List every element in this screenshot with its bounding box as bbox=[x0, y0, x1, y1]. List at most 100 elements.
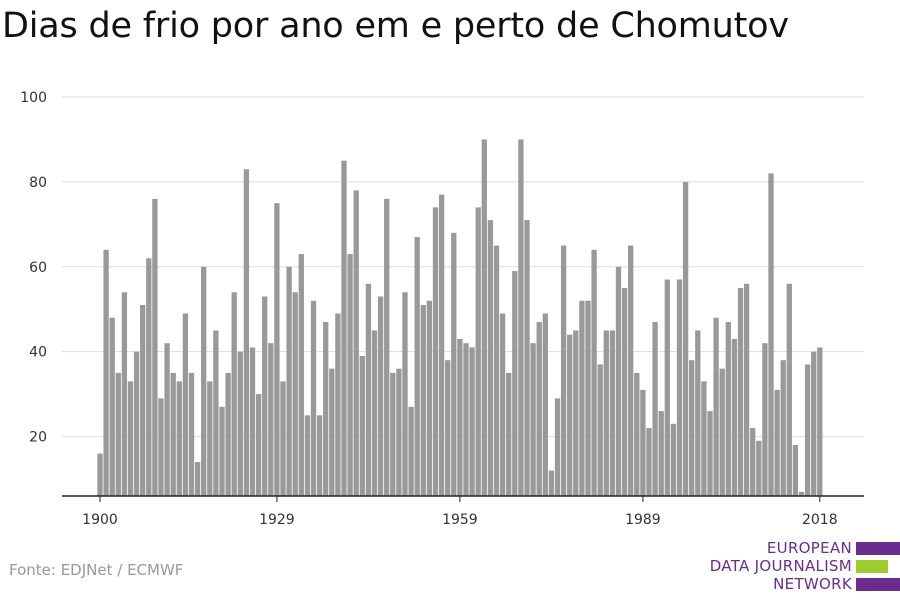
bar-2003 bbox=[725, 321, 731, 496]
bar-1987 bbox=[628, 245, 634, 496]
bar-1957 bbox=[445, 360, 451, 496]
bar-2005 bbox=[737, 288, 744, 496]
bar-1926 bbox=[255, 394, 262, 496]
bar-1977 bbox=[567, 334, 573, 496]
bar-1916 bbox=[194, 462, 201, 496]
bar-1967 bbox=[506, 372, 512, 496]
bar-1949 bbox=[396, 368, 402, 496]
edjnet-logo: EUROPEAN DATA JOURNALISM NETWORK bbox=[700, 538, 900, 594]
grid-lines bbox=[62, 96, 864, 438]
bar-1999 bbox=[701, 381, 707, 496]
bar-1986 bbox=[621, 288, 628, 496]
bar-1997 bbox=[689, 360, 695, 496]
bar-1913 bbox=[176, 381, 182, 496]
bar-2013 bbox=[786, 283, 792, 496]
bar-1952 bbox=[414, 237, 420, 496]
bar-1917 bbox=[201, 266, 207, 496]
bar-1996 bbox=[682, 181, 689, 496]
bar-1979 bbox=[579, 300, 585, 496]
bar-2009 bbox=[762, 343, 768, 496]
bar-1935 bbox=[310, 300, 317, 496]
bar-1959 bbox=[457, 338, 463, 496]
x-axis-ticks: 1900 1929 1959 1989 2018 bbox=[82, 496, 838, 528]
bar-1990 bbox=[646, 428, 652, 496]
bar-1942 bbox=[353, 190, 359, 496]
bar-1920 bbox=[219, 406, 225, 496]
bar-1947 bbox=[384, 198, 390, 496]
bar-1950 bbox=[402, 292, 408, 496]
bar-1930 bbox=[280, 381, 286, 496]
logo-text-data-journalism: DATA JOURNALISM bbox=[709, 557, 852, 575]
bar-1900 bbox=[97, 453, 103, 496]
bar-1965 bbox=[493, 245, 500, 496]
bar-1961 bbox=[469, 347, 475, 496]
bar-1963 bbox=[481, 139, 487, 496]
bar-1928 bbox=[268, 343, 274, 496]
bar-1910 bbox=[158, 398, 164, 496]
bar-1974 bbox=[548, 470, 555, 496]
x-tick-label: 1929 bbox=[259, 512, 295, 528]
y-tick-label: 20 bbox=[29, 430, 47, 446]
source-note: Fonte: EDJNet / ECMWF bbox=[9, 561, 184, 579]
bar-1989 bbox=[640, 389, 646, 496]
bar-1981 bbox=[591, 249, 597, 496]
y-tick-label: 100 bbox=[20, 90, 47, 106]
bar-1907 bbox=[140, 304, 146, 496]
bar-1909 bbox=[152, 198, 158, 496]
logo-bar-green bbox=[856, 560, 888, 573]
bar-1980 bbox=[585, 300, 591, 496]
bar-1972 bbox=[536, 321, 542, 496]
bar-2000 bbox=[707, 411, 713, 496]
logo-bar-purple-bottom bbox=[856, 578, 900, 591]
bar-1939 bbox=[335, 313, 341, 496]
bar-1927 bbox=[262, 296, 268, 496]
chart-title: Dias de frio por ano em e perto de Chomu… bbox=[2, 6, 789, 46]
bar-1915 bbox=[188, 372, 195, 496]
y-tick-label: 80 bbox=[29, 175, 47, 191]
bar-1975 bbox=[554, 398, 561, 496]
bar-1918 bbox=[207, 381, 213, 496]
bar-1982 bbox=[597, 364, 603, 496]
bar-1985 bbox=[615, 266, 622, 496]
y-tick-label: 40 bbox=[29, 345, 47, 361]
bar-1953 bbox=[420, 304, 426, 496]
bar-1991 bbox=[652, 321, 658, 496]
bar-2006 bbox=[743, 283, 750, 496]
bar-1983 bbox=[603, 330, 609, 496]
bar-2015 bbox=[798, 491, 805, 496]
bar-1932 bbox=[292, 292, 298, 496]
bar-1970 bbox=[524, 220, 530, 496]
x-tick-label: 1989 bbox=[625, 512, 661, 528]
bar-1931 bbox=[286, 266, 292, 496]
bar-1955 bbox=[432, 207, 439, 497]
bar-2012 bbox=[780, 360, 786, 496]
bar-1948 bbox=[390, 372, 396, 496]
bar-1998 bbox=[695, 330, 701, 496]
bar-1904 bbox=[121, 292, 128, 496]
bar-1951 bbox=[408, 406, 414, 496]
bar-1923 bbox=[237, 351, 243, 496]
bar-1968 bbox=[512, 271, 518, 496]
bar-2001 bbox=[713, 317, 719, 496]
bar-1973 bbox=[542, 313, 548, 496]
bar-1938 bbox=[329, 368, 335, 496]
bar-1940 bbox=[341, 160, 347, 497]
bar-1934 bbox=[304, 415, 311, 496]
x-tick-label: 2018 bbox=[802, 512, 838, 528]
logo-text-european: EUROPEAN bbox=[766, 539, 852, 557]
bar-1976 bbox=[560, 245, 567, 496]
bar-1919 bbox=[213, 330, 219, 496]
bar-2017 bbox=[811, 351, 817, 496]
bar-1908 bbox=[146, 258, 152, 496]
bar-1901 bbox=[103, 249, 109, 496]
bar-1906 bbox=[133, 351, 140, 496]
bar-1954 bbox=[426, 300, 433, 496]
bar-1944 bbox=[365, 283, 372, 496]
bar-1943 bbox=[359, 355, 365, 496]
bar-1937 bbox=[323, 321, 329, 496]
x-tick-label: 1900 bbox=[82, 512, 118, 528]
bar-1903 bbox=[115, 372, 121, 496]
bar-2010 bbox=[768, 173, 774, 496]
bar-2002 bbox=[719, 368, 725, 496]
